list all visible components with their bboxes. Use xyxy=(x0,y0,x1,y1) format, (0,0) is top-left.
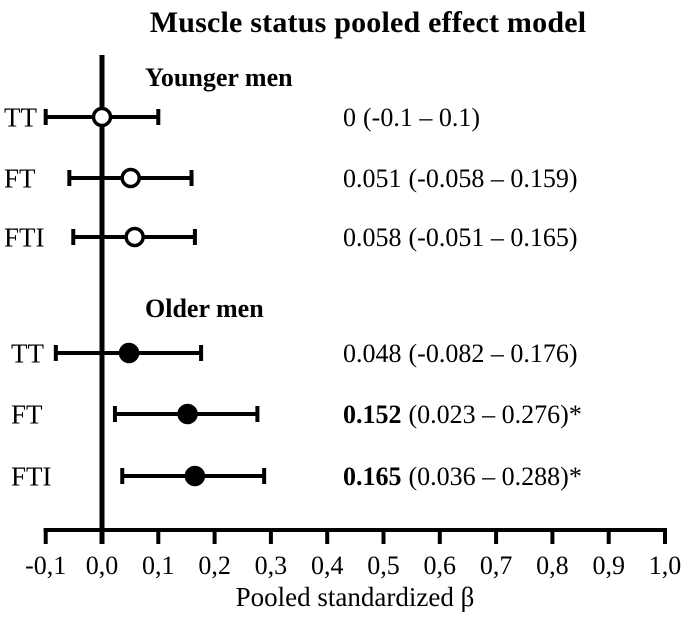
row-label: FT xyxy=(4,164,36,194)
point-marker xyxy=(177,403,198,425)
x-axis-tick-label: 0,6 xyxy=(424,551,457,580)
row-label: FTI xyxy=(11,462,52,492)
x-axis-tick-label: 0,2 xyxy=(198,551,231,580)
point-marker xyxy=(184,465,206,487)
value-label: 0.058 (-0.051 – 0.165) xyxy=(343,223,577,252)
x-axis-label: Pooled standardized β xyxy=(235,582,475,612)
group-header: Older men xyxy=(145,294,264,323)
x-axis-tick-label: 0,3 xyxy=(255,551,288,580)
group-header: Younger men xyxy=(145,63,293,92)
value-label: 0.048 (-0.082 – 0.176) xyxy=(343,339,577,368)
row-label: TT xyxy=(4,103,37,133)
value-label: 0.051 (-0.058 – 0.159) xyxy=(343,164,577,193)
x-axis-tick-label: 0,1 xyxy=(142,551,175,580)
value-label: 0 (-0.1 – 0.1) xyxy=(343,103,480,132)
x-axis-tick-label: 0,0 xyxy=(86,551,119,580)
x-axis-tick-label: 0,5 xyxy=(367,551,400,580)
value-label: 0.165 (0.036 – 0.288)* xyxy=(343,462,582,491)
row-label: FTI xyxy=(4,223,45,253)
point-marker xyxy=(124,226,145,248)
x-axis-tick-label: 0,7 xyxy=(480,551,513,580)
chart-title: Muscle status pooled effect model xyxy=(149,6,587,39)
x-axis-tick-label: 0,8 xyxy=(536,551,569,580)
row-label: FT xyxy=(11,400,43,430)
x-axis-tick-label: -0,1 xyxy=(25,551,66,580)
x-axis-tick-label: 0,4 xyxy=(311,551,344,580)
point-marker xyxy=(118,342,140,364)
row-label: TT xyxy=(11,339,44,369)
point-marker xyxy=(91,106,113,128)
value-label: 0.152 (0.023 – 0.276)* xyxy=(343,400,582,429)
x-axis-tick-label: 1,0 xyxy=(649,551,682,580)
x-axis-tick-label: 0,9 xyxy=(592,551,625,580)
point-marker xyxy=(120,167,141,189)
